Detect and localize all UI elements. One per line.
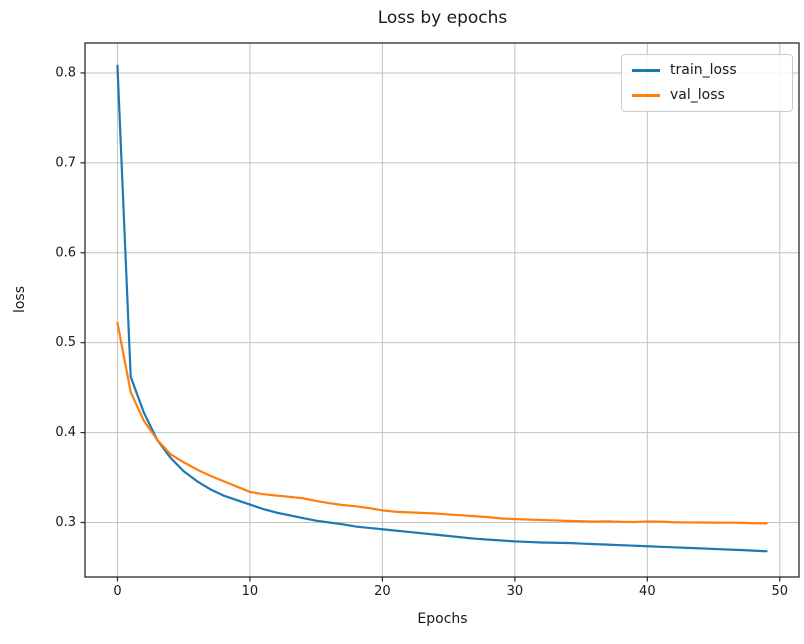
y-tick-label: 0.7 [55, 155, 76, 170]
y-tick-label: 0.5 [55, 335, 76, 350]
x-tick-label: 30 [507, 584, 524, 599]
y-axis-label: loss [12, 286, 28, 314]
x-tick-label: 0 [113, 584, 121, 599]
y-tick-label: 0.8 [55, 65, 76, 80]
y-tick-label: 0.6 [55, 245, 76, 260]
x-axis-label: Epochs [417, 611, 468, 627]
legend: train_loss val_loss [621, 54, 793, 112]
legend-label-val-loss: val_loss [670, 86, 725, 103]
x-tick-label: 20 [374, 584, 391, 599]
legend-entry-val-loss: val_loss [632, 87, 782, 104]
y-tick-label: 0.4 [55, 425, 76, 440]
legend-entry-train-loss: train_loss [632, 62, 782, 79]
train-loss-line [116, 64, 768, 553]
x-tick-label: 50 [772, 584, 789, 599]
val-loss-line [116, 321, 768, 525]
legend-label-train-loss: train_loss [670, 62, 737, 78]
plot-border [84, 42, 800, 578]
val-loss-swatch [632, 93, 660, 97]
x-tick-label: 10 [242, 584, 259, 599]
y-tick-label: 0.3 [55, 515, 76, 530]
x-tick-label: 40 [639, 584, 656, 599]
chart-title: Loss by epochs [377, 8, 508, 28]
train-loss-swatch [632, 68, 660, 72]
